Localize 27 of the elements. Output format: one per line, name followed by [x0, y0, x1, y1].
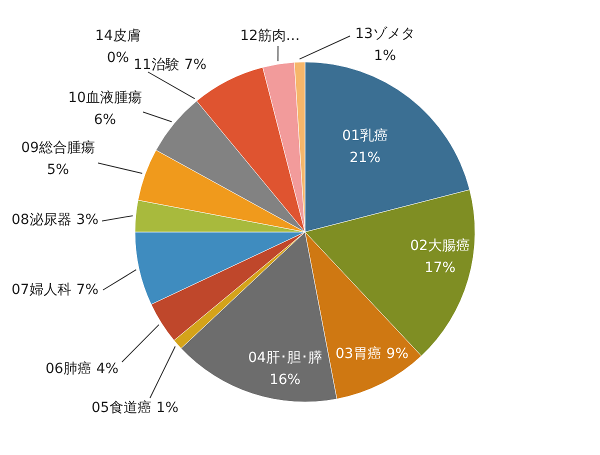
slice-label: 03胃癌 — [335, 346, 382, 362]
slice-label: 06肺癌 — [45, 361, 92, 377]
slice-label: 08泌尿器 — [11, 212, 72, 228]
slice-label: 05食道癌 — [91, 400, 152, 416]
slice-label: 04肝･胆･膵 — [248, 350, 322, 366]
data-label: 7% — [76, 282, 99, 298]
data-label: 1% — [156, 400, 179, 416]
slice-label: 01乳癌 — [342, 128, 388, 144]
slice-label: 11治験 — [133, 57, 180, 73]
category-label: 14皮膚 — [95, 28, 141, 44]
slice-label: 09総合腫瘍 — [21, 140, 95, 156]
slice-label: 02大腸癌 — [410, 238, 470, 254]
data-label: 1% — [374, 48, 396, 64]
data-label: 9% — [386, 346, 409, 362]
data-label: 21% — [349, 150, 381, 166]
slice-label: 07婦人科 — [11, 282, 72, 298]
data-label: 4% — [96, 361, 119, 377]
data-label: 6% — [94, 112, 116, 128]
text: 0% — [106, 50, 130, 66]
data-label: 5% — [46, 162, 70, 178]
data-label: 17% — [424, 260, 456, 276]
data-label: 16% — [269, 372, 301, 388]
slice-label: 13ゾメタ — [355, 26, 415, 42]
data-label: 3% — [76, 212, 99, 228]
data-label: 7% — [184, 57, 207, 73]
slice-label: 10血液腫瘍 — [68, 90, 142, 106]
slice-label: 12筋肉… — [240, 28, 300, 44]
